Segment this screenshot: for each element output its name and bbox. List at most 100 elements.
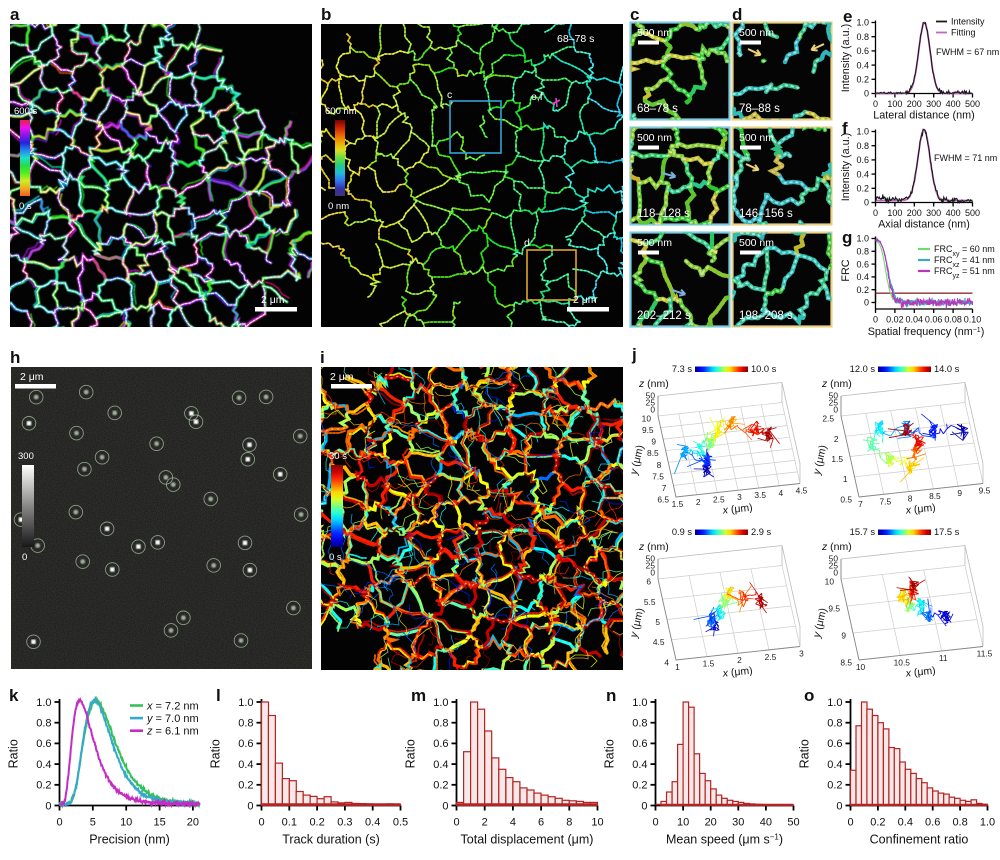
svg-text:0: 0 (453, 817, 459, 829)
svg-text:9.5: 9.5 (642, 425, 654, 435)
svg-text:0.2: 0.2 (856, 184, 869, 194)
svg-text:0.2: 0.2 (36, 780, 51, 792)
svg-text:10: 10 (642, 414, 652, 424)
svg-text:0.9 s: 0.9 s (672, 527, 693, 537)
svg-text:0.2: 0.2 (856, 75, 869, 85)
svg-text:k: k (9, 686, 19, 705)
svg-text:7: 7 (858, 499, 863, 509)
svg-text:0.4: 0.4 (238, 759, 253, 771)
svg-text:0.6: 0.6 (856, 46, 869, 56)
svg-text:6: 6 (646, 577, 651, 587)
svg-text:0.6: 0.6 (632, 738, 647, 750)
svg-text:10: 10 (677, 817, 689, 829)
svg-text:Spatial frequency (nm−1): Spatial frequency (nm−1) (868, 326, 985, 338)
svg-text:500 nm: 500 nm (739, 27, 774, 39)
svg-text:6.5: 6.5 (657, 495, 669, 505)
svg-text:0.8: 0.8 (856, 141, 869, 151)
svg-text:0.4: 0.4 (433, 759, 448, 771)
svg-text:0.8: 0.8 (856, 32, 869, 42)
svg-text:0.4: 0.4 (856, 272, 869, 282)
svg-text:FRCyz = 51 nm: FRCyz = 51 nm (934, 266, 995, 280)
svg-text:1.0: 1.0 (36, 697, 51, 709)
svg-text:198–208 s: 198–208 s (739, 310, 793, 322)
svg-text:2.5: 2.5 (765, 652, 777, 662)
svg-text:Lateral distance (nm): Lateral distance (nm) (873, 110, 974, 122)
svg-text:0.4: 0.4 (856, 169, 869, 179)
svg-text:l: l (216, 686, 221, 705)
svg-text:9: 9 (957, 488, 962, 498)
svg-text:0: 0 (873, 208, 878, 218)
svg-text:9.5: 9.5 (828, 604, 840, 614)
svg-text:0.8: 0.8 (238, 718, 253, 730)
svg-text:0.2: 0.2 (632, 780, 647, 792)
svg-text:f: f (842, 119, 848, 138)
svg-text:Intensity (a.u.): Intensity (a.u.) (840, 133, 852, 201)
svg-text:8.5: 8.5 (929, 491, 941, 501)
svg-text:0 s: 0 s (329, 552, 342, 563)
svg-text:y (μm): y (μm) (811, 607, 830, 640)
svg-text:2: 2 (482, 817, 488, 829)
svg-text:1.0: 1.0 (856, 127, 869, 137)
svg-text:Mean speed (μm s−1): Mean speed (μm s−1) (666, 832, 783, 847)
svg-text:1.0: 1.0 (856, 18, 869, 28)
svg-text:o: o (804, 686, 814, 705)
svg-text:0.6: 0.6 (36, 738, 51, 750)
svg-text:1.0: 1.0 (827, 697, 842, 709)
svg-text:7.5: 7.5 (879, 496, 891, 506)
svg-text:z = 6.1 nm: z = 6.1 nm (146, 726, 199, 738)
svg-text:1.0: 1.0 (980, 817, 995, 829)
svg-text:50: 50 (829, 391, 839, 401)
svg-text:0.6: 0.6 (856, 259, 869, 269)
svg-text:2 μm: 2 μm (20, 371, 44, 383)
svg-text:2.5: 2.5 (713, 495, 725, 505)
svg-text:17.5 s: 17.5 s (934, 527, 960, 537)
svg-text:12.0 s: 12.0 s (850, 364, 876, 374)
svg-text:78–88 s: 78–88 s (739, 103, 780, 115)
svg-text:x (μm): x (μm) (904, 665, 936, 680)
svg-text:6: 6 (538, 817, 544, 829)
svg-text:202–212 s: 202–212 s (637, 310, 691, 322)
svg-text:9: 9 (651, 437, 656, 447)
svg-text:0: 0 (652, 817, 658, 829)
svg-text:500 nm: 500 nm (739, 132, 774, 144)
svg-text:y = 7.0 nm: y = 7.0 nm (146, 713, 199, 725)
svg-text:0.8: 0.8 (952, 817, 967, 829)
svg-text:50: 50 (646, 391, 656, 401)
svg-text:30 s: 30 s (329, 451, 347, 462)
svg-text:400: 400 (946, 99, 961, 109)
svg-text:0: 0 (56, 817, 62, 829)
svg-text:0.4: 0.4 (898, 817, 913, 829)
svg-text:m: m (411, 686, 426, 705)
svg-text:8: 8 (908, 494, 913, 504)
svg-text:11.5: 11.5 (977, 649, 993, 659)
svg-text:0.2: 0.2 (309, 817, 324, 829)
svg-text:200: 200 (907, 208, 922, 218)
svg-text:0: 0 (873, 315, 878, 325)
svg-text:Intensity (a.u.): Intensity (a.u.) (840, 24, 852, 92)
svg-text:10.5: 10.5 (894, 658, 911, 668)
svg-text:500: 500 (965, 208, 980, 218)
svg-text:0.8: 0.8 (36, 718, 51, 730)
svg-text:400: 400 (946, 208, 961, 218)
svg-text:0.02: 0.02 (886, 315, 904, 325)
svg-text:x (μm): x (μm) (721, 665, 753, 680)
svg-text:8.5: 8.5 (840, 658, 852, 668)
svg-text:0.2: 0.2 (433, 780, 448, 792)
svg-text:0.2: 0.2 (827, 780, 842, 792)
svg-text:y (μm): y (μm) (628, 607, 647, 640)
svg-text:0.6: 0.6 (433, 738, 448, 750)
svg-text:600 nm: 600 nm (325, 106, 357, 117)
svg-text:0: 0 (864, 198, 869, 208)
svg-text:x (μm): x (μm) (721, 502, 753, 517)
svg-text:10: 10 (825, 577, 835, 587)
svg-text:Axial distance (nm): Axial distance (nm) (878, 219, 970, 231)
svg-text:1.0: 1.0 (856, 234, 869, 244)
svg-text:0.6: 0.6 (827, 738, 842, 750)
svg-text:0: 0 (45, 800, 51, 812)
svg-text:8: 8 (566, 817, 572, 829)
svg-text:0.4: 0.4 (856, 60, 869, 70)
svg-text:Ratio: Ratio (603, 739, 617, 768)
svg-text:j: j (631, 345, 637, 364)
svg-text:z (nm): z (nm) (638, 378, 669, 390)
svg-text:e,f: e,f (531, 91, 543, 103)
